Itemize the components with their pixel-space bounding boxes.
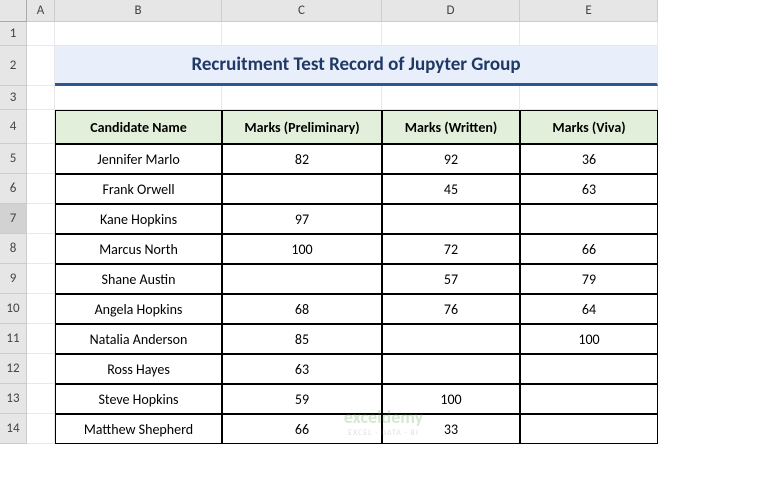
table-row[interactable]: Steve Hopkins: [55, 384, 222, 414]
table-row[interactable]: 36: [520, 144, 658, 174]
row-header-9[interactable]: 9: [0, 264, 27, 294]
table-row[interactable]: Jennifer Marlo: [55, 144, 222, 174]
table-row[interactable]: [222, 174, 382, 204]
cell-a1[interactable]: [27, 22, 55, 46]
table-row[interactable]: Natalia Anderson: [55, 324, 222, 354]
cell-a7[interactable]: [27, 204, 55, 234]
row-header-11[interactable]: 11: [0, 324, 27, 354]
table-row[interactable]: 66: [222, 414, 382, 444]
table-row[interactable]: Angela Hopkins: [55, 294, 222, 324]
col-header-d[interactable]: D: [382, 0, 520, 22]
table-row[interactable]: 92: [382, 144, 520, 174]
table-row[interactable]: [382, 204, 520, 234]
table-row[interactable]: 64: [520, 294, 658, 324]
row-header-5[interactable]: 5: [0, 144, 27, 174]
table-row[interactable]: 76: [382, 294, 520, 324]
col-header-a[interactable]: A: [27, 0, 55, 22]
cell-e1[interactable]: [520, 22, 658, 46]
table-row[interactable]: Kane Hopkins: [55, 204, 222, 234]
table-header-viva[interactable]: Marks (Viva): [520, 110, 658, 144]
table-row[interactable]: Shane Austin: [55, 264, 222, 294]
row-header-8[interactable]: 8: [0, 234, 27, 264]
table-row[interactable]: 63: [222, 354, 382, 384]
table-row[interactable]: Frank Orwell: [55, 174, 222, 204]
cell-b1[interactable]: [55, 22, 222, 46]
cell-d3[interactable]: [382, 86, 520, 110]
table-row[interactable]: 57: [382, 264, 520, 294]
table-header-written[interactable]: Marks (Written): [382, 110, 520, 144]
cell-c3[interactable]: [222, 86, 382, 110]
table-row[interactable]: 68: [222, 294, 382, 324]
sheet-title[interactable]: Recruitment Test Record of Jupyter Group: [55, 46, 658, 86]
col-header-e[interactable]: E: [520, 0, 658, 22]
cell-a12[interactable]: [27, 354, 55, 384]
table-row[interactable]: 97: [222, 204, 382, 234]
row-header-12[interactable]: 12: [0, 354, 27, 384]
table-header-name[interactable]: Candidate Name: [55, 110, 222, 144]
table-row[interactable]: [520, 414, 658, 444]
table-row[interactable]: Matthew Shepherd: [55, 414, 222, 444]
table-row[interactable]: 100: [520, 324, 658, 354]
table-row[interactable]: 59: [222, 384, 382, 414]
row-header-1[interactable]: 1: [0, 22, 27, 46]
table-row[interactable]: [382, 354, 520, 384]
cell-a8[interactable]: [27, 234, 55, 264]
cell-a13[interactable]: [27, 384, 55, 414]
table-row[interactable]: 63: [520, 174, 658, 204]
cell-a14[interactable]: [27, 414, 55, 444]
col-header-b[interactable]: B: [55, 0, 222, 22]
row-header-14[interactable]: 14: [0, 414, 27, 444]
table-row[interactable]: 100: [222, 234, 382, 264]
cell-c1[interactable]: [222, 22, 382, 46]
row-header-7[interactable]: 7: [0, 204, 27, 234]
col-header-c[interactable]: C: [222, 0, 382, 22]
table-row[interactable]: 100: [382, 384, 520, 414]
table-row[interactable]: Ross Hayes: [55, 354, 222, 384]
table-row[interactable]: [520, 354, 658, 384]
cell-a11[interactable]: [27, 324, 55, 354]
cell-d1[interactable]: [382, 22, 520, 46]
table-row[interactable]: 72: [382, 234, 520, 264]
row-header-13[interactable]: 13: [0, 384, 27, 414]
row-header-10[interactable]: 10: [0, 294, 27, 324]
table-row[interactable]: 66: [520, 234, 658, 264]
select-all-corner[interactable]: [0, 0, 27, 22]
spreadsheet-grid: A B C D E 1 2 Recruitment Test Record of…: [0, 0, 767, 444]
table-row[interactable]: 85: [222, 324, 382, 354]
table-row[interactable]: 33: [382, 414, 520, 444]
cell-a9[interactable]: [27, 264, 55, 294]
table-header-prelim[interactable]: Marks (Preliminary): [222, 110, 382, 144]
cell-a3[interactable]: [27, 86, 55, 110]
row-header-2[interactable]: 2: [0, 46, 27, 86]
table-row[interactable]: 45: [382, 174, 520, 204]
table-row[interactable]: [382, 324, 520, 354]
cell-a2[interactable]: [27, 46, 55, 86]
row-header-3[interactable]: 3: [0, 86, 27, 110]
cell-a5[interactable]: [27, 144, 55, 174]
row-header-4[interactable]: 4: [0, 110, 27, 144]
row-header-6[interactable]: 6: [0, 174, 27, 204]
table-row[interactable]: Marcus North: [55, 234, 222, 264]
cell-e3[interactable]: [520, 86, 658, 110]
table-row[interactable]: 82: [222, 144, 382, 174]
cell-a10[interactable]: [27, 294, 55, 324]
table-row[interactable]: 79: [520, 264, 658, 294]
cell-a4[interactable]: [27, 110, 55, 144]
table-row[interactable]: [520, 204, 658, 234]
cell-a6[interactable]: [27, 174, 55, 204]
table-row[interactable]: [520, 384, 658, 414]
table-row[interactable]: [222, 264, 382, 294]
cell-b3[interactable]: [55, 86, 222, 110]
